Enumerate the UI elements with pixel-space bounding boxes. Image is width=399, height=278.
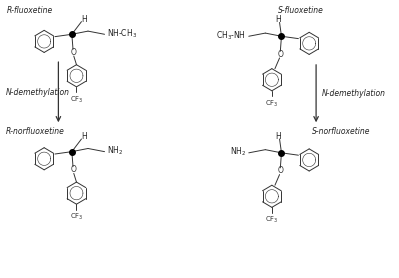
Text: N-demethylation: N-demethylation xyxy=(5,88,69,97)
Text: NH$_2$: NH$_2$ xyxy=(230,146,246,158)
Text: CH$_3$-NH: CH$_3$-NH xyxy=(216,29,246,42)
Text: H: H xyxy=(276,15,281,24)
Text: O: O xyxy=(278,166,284,175)
Text: N-demethylation: N-demethylation xyxy=(322,89,386,98)
Text: H: H xyxy=(276,132,281,141)
Text: CF$_3$: CF$_3$ xyxy=(69,212,83,222)
Text: NH-CH$_3$: NH-CH$_3$ xyxy=(107,27,137,40)
Text: S-norfluoxetine: S-norfluoxetine xyxy=(312,127,371,136)
Text: H: H xyxy=(81,15,87,24)
Text: O: O xyxy=(278,49,284,59)
Text: R-fluoxetine: R-fluoxetine xyxy=(6,6,53,15)
Text: CF$_3$: CF$_3$ xyxy=(265,215,279,225)
Text: CF$_3$: CF$_3$ xyxy=(265,99,279,109)
Text: CF$_3$: CF$_3$ xyxy=(69,95,83,105)
Text: NH$_2$: NH$_2$ xyxy=(107,145,123,157)
Text: S-fluoxetine: S-fluoxetine xyxy=(278,6,324,15)
Text: R-norfluoxetine: R-norfluoxetine xyxy=(5,127,64,136)
Text: H: H xyxy=(81,132,87,141)
Text: O: O xyxy=(71,48,76,56)
Text: O: O xyxy=(71,165,76,174)
